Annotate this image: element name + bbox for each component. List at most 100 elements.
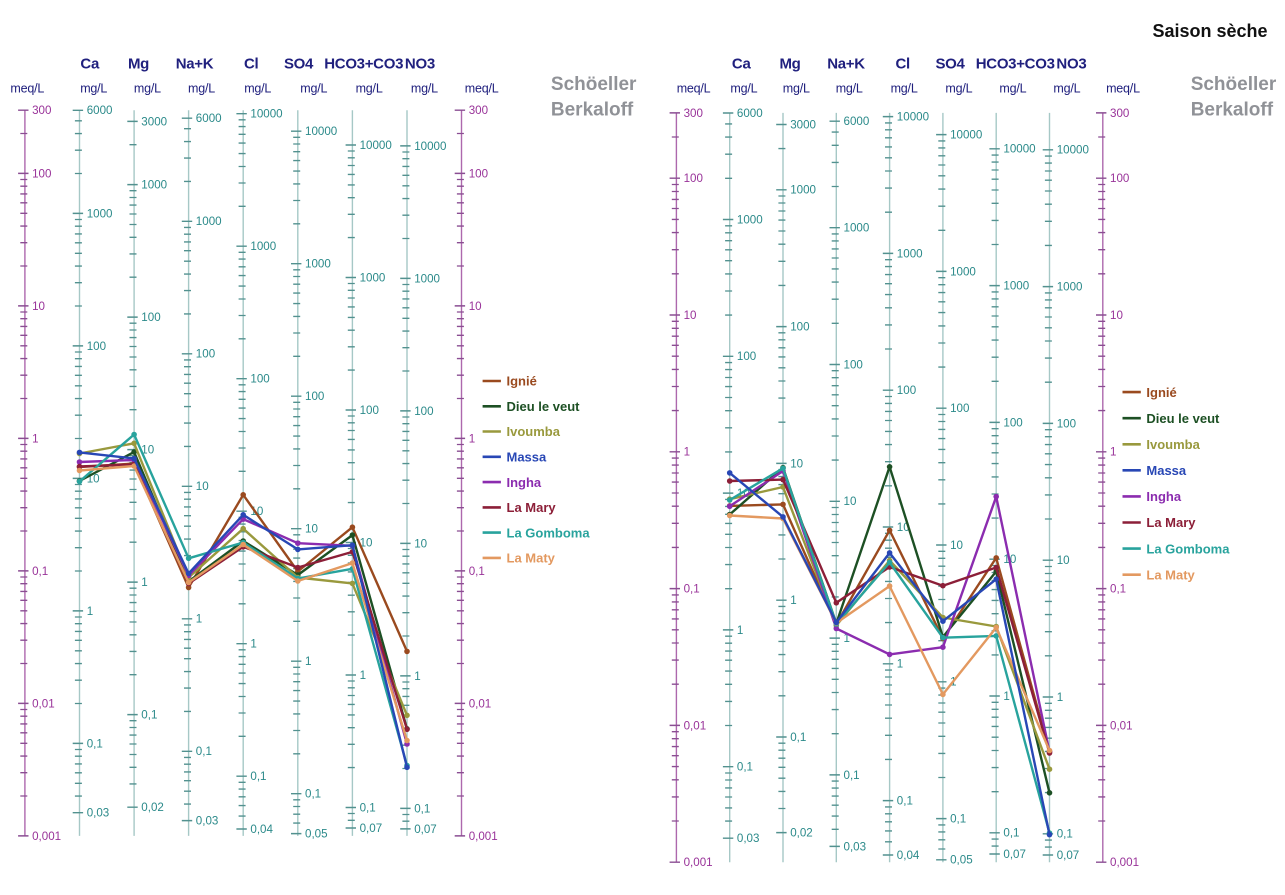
svg-text:0,1: 0,1 (790, 731, 806, 744)
svg-text:mg/L: mg/L (411, 82, 438, 96)
svg-text:100: 100 (305, 390, 324, 403)
svg-text:0,1: 0,1 (87, 737, 103, 750)
svg-text:10: 10 (1110, 309, 1123, 322)
svg-text:100: 100 (950, 402, 969, 415)
svg-text:Ignié: Ignié (1146, 385, 1176, 400)
svg-text:100: 100 (141, 311, 160, 324)
svg-text:0,07: 0,07 (414, 823, 437, 836)
svg-text:6000: 6000 (87, 104, 113, 117)
svg-text:0,07: 0,07 (1003, 848, 1026, 861)
svg-text:10: 10 (305, 523, 318, 536)
svg-text:0,07: 0,07 (1057, 849, 1080, 862)
svg-text:10000: 10000 (305, 125, 337, 138)
svg-text:Berkaloff: Berkaloff (1191, 100, 1274, 121)
svg-text:6000: 6000 (737, 107, 763, 120)
svg-text:La Maty: La Maty (507, 551, 556, 566)
svg-text:300: 300 (32, 104, 51, 117)
svg-text:100: 100 (250, 373, 269, 386)
svg-text:10: 10 (844, 495, 857, 508)
svg-text:1000: 1000 (87, 207, 113, 220)
svg-text:mg/L: mg/L (730, 82, 757, 96)
svg-text:0,1: 0,1 (844, 769, 860, 782)
svg-text:meq/L: meq/L (677, 82, 711, 96)
svg-text:0,1: 0,1 (469, 565, 485, 578)
svg-text:0,05: 0,05 (305, 828, 328, 841)
svg-text:10: 10 (360, 536, 373, 549)
svg-text:Schöeller: Schöeller (551, 74, 637, 95)
svg-text:1: 1 (360, 669, 366, 682)
svg-text:0,02: 0,02 (141, 801, 164, 814)
svg-text:mg/L: mg/L (80, 82, 107, 96)
svg-text:1: 1 (196, 613, 202, 626)
svg-text:SO4: SO4 (935, 56, 965, 73)
svg-text:0,1: 0,1 (32, 565, 48, 578)
svg-text:1000: 1000 (360, 271, 386, 284)
svg-text:Ingha: Ingha (1146, 489, 1181, 504)
svg-text:1000: 1000 (414, 272, 440, 285)
svg-text:Mg: Mg (779, 56, 800, 73)
svg-text:0,07: 0,07 (360, 822, 383, 835)
svg-text:10: 10 (950, 539, 963, 552)
svg-text:0,1: 0,1 (141, 709, 157, 722)
svg-text:0,01: 0,01 (32, 697, 55, 710)
svg-text:Ivoumba: Ivoumba (1146, 437, 1200, 452)
svg-text:10000: 10000 (1003, 143, 1035, 156)
svg-text:Ca: Ca (80, 56, 100, 73)
svg-text:100: 100 (196, 348, 215, 361)
svg-text:100: 100 (737, 350, 756, 363)
svg-text:100: 100 (684, 172, 703, 185)
svg-text:NO3: NO3 (405, 56, 435, 73)
svg-text:3000: 3000 (790, 118, 816, 131)
svg-text:1: 1 (250, 638, 256, 651)
svg-text:1: 1 (684, 446, 690, 459)
svg-text:0,01: 0,01 (469, 697, 492, 710)
svg-text:1000: 1000 (950, 265, 976, 278)
svg-text:La Gomboma: La Gomboma (507, 525, 591, 540)
svg-text:0,03: 0,03 (196, 815, 219, 828)
svg-text:10000: 10000 (250, 108, 282, 121)
svg-text:10000: 10000 (897, 111, 929, 124)
svg-text:Berkaloff: Berkaloff (551, 100, 634, 121)
svg-text:6000: 6000 (196, 112, 222, 125)
svg-text:10: 10 (790, 457, 803, 470)
svg-text:1000: 1000 (1003, 280, 1029, 293)
svg-text:10000: 10000 (1057, 144, 1089, 157)
svg-text:1: 1 (737, 624, 743, 637)
svg-text:mg/L: mg/L (1053, 82, 1080, 96)
svg-text:mg/L: mg/L (244, 82, 271, 96)
svg-text:NO3: NO3 (1056, 56, 1086, 73)
svg-text:100: 100 (790, 321, 809, 334)
svg-text:Massa: Massa (507, 450, 548, 465)
svg-text:10000: 10000 (360, 139, 392, 152)
svg-text:10: 10 (414, 537, 427, 550)
svg-text:mg/L: mg/L (999, 82, 1026, 96)
svg-text:1000: 1000 (897, 247, 923, 260)
svg-text:1: 1 (87, 605, 93, 618)
svg-text:Saison sèche: Saison sèche (1153, 21, 1268, 41)
svg-text:0,1: 0,1 (897, 795, 913, 808)
svg-text:0,1: 0,1 (414, 802, 430, 815)
svg-text:0,1: 0,1 (250, 770, 266, 783)
svg-text:Mg: Mg (128, 56, 149, 73)
svg-text:mg/L: mg/L (783, 82, 810, 96)
svg-text:100: 100 (844, 358, 863, 371)
svg-text:0,001: 0,001 (684, 856, 713, 869)
svg-text:0,1: 0,1 (1057, 828, 1073, 841)
svg-text:0,03: 0,03 (87, 807, 110, 820)
svg-text:1: 1 (414, 670, 420, 683)
svg-text:1: 1 (844, 632, 850, 645)
svg-text:Ingha: Ingha (507, 475, 542, 490)
svg-text:0,04: 0,04 (250, 823, 273, 836)
svg-text:Na+K: Na+K (827, 56, 865, 73)
svg-text:meq/L: meq/L (1106, 82, 1140, 96)
svg-text:300: 300 (684, 107, 703, 120)
svg-text:0,01: 0,01 (684, 719, 707, 732)
svg-text:6000: 6000 (844, 115, 870, 128)
svg-text:1000: 1000 (1057, 281, 1083, 294)
svg-text:10: 10 (32, 300, 45, 313)
svg-text:0,001: 0,001 (1110, 856, 1139, 869)
svg-text:0,02: 0,02 (790, 827, 813, 840)
svg-text:La Gomboma: La Gomboma (1146, 541, 1230, 556)
svg-text:1000: 1000 (790, 184, 816, 197)
svg-text:Schöeller: Schöeller (1191, 74, 1277, 95)
